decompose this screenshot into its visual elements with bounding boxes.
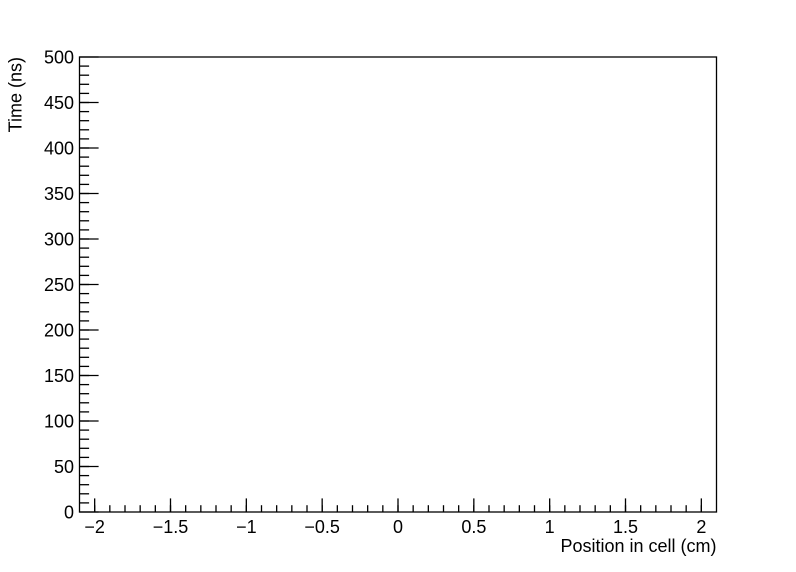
y-tick-label: 350 bbox=[44, 184, 74, 204]
y-tick-label: 250 bbox=[44, 275, 74, 295]
y-tick-label: 400 bbox=[44, 138, 74, 158]
x-tick-label: −1.5 bbox=[153, 517, 189, 537]
x-tick-label: −0.5 bbox=[304, 517, 340, 537]
y-axis-title: Time (ns) bbox=[6, 57, 26, 132]
x-tick-label: −2 bbox=[84, 517, 105, 537]
x-tick-label: 1 bbox=[545, 517, 555, 537]
x-tick-label: 0.5 bbox=[461, 517, 486, 537]
y-tick-label: 300 bbox=[44, 229, 74, 249]
x-tick-label: 2 bbox=[696, 517, 706, 537]
y-tick-label: 500 bbox=[44, 47, 74, 67]
y-tick-label: 50 bbox=[54, 457, 74, 477]
y-tick-label: 100 bbox=[44, 411, 74, 431]
plot-frame bbox=[78, 56, 718, 513]
chart-layer: −2 −1.5 −1 −0.5 0 0.5 1 1.5 2 0 50 100 150 200 250 300 3… bbox=[44, 47, 718, 537]
y-tick-label: 150 bbox=[44, 366, 74, 386]
x-tick-label: 1.5 bbox=[613, 517, 638, 537]
y-tick-label: 0 bbox=[64, 502, 74, 522]
x-tick-label: −1 bbox=[236, 517, 257, 537]
x-axis-title: Position in cell (cm) bbox=[560, 536, 716, 556]
y-tick-label: 200 bbox=[44, 320, 74, 340]
y-tick-label: 450 bbox=[44, 93, 74, 113]
x-tick-label: 0 bbox=[393, 517, 403, 537]
